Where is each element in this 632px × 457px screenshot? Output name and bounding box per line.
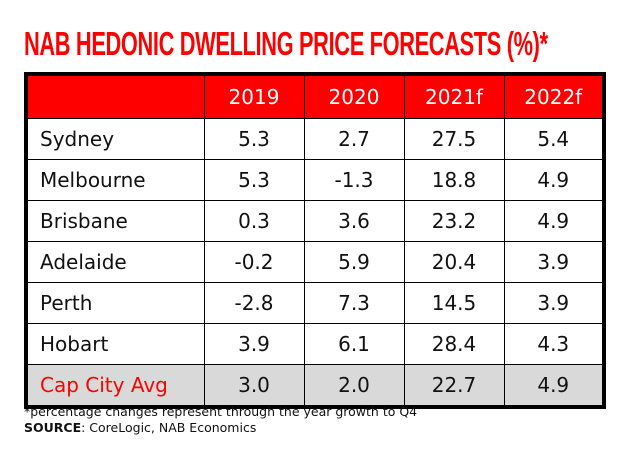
source-text: : CoreLogic, NAB Economics [81,420,257,435]
source-line: SOURCE: CoreLogic, NAB Economics [24,420,417,436]
value-cell: 0.3 [203,200,305,242]
value-cell: 5.9 [303,241,405,283]
city-name: Melbourne [25,159,205,201]
value-cell: 3.6 [303,200,405,242]
header-cell-2022f: 2022f [503,73,605,119]
average-label: Cap City Avg [25,364,205,408]
notes: *percentage changes represent through th… [24,404,417,436]
value-cell: 4.9 [503,200,605,242]
value-cell: 2.7 [303,118,405,160]
forecast-table: 2019 2020 2021f 2022f Sydney 5.3 2.7 27.… [24,72,606,409]
header-cell-2020: 2020 [303,73,405,119]
city-name: Hobart [25,323,205,365]
city-name: Sydney [25,118,205,160]
value-cell: -0.2 [203,241,305,283]
city-name: Perth [25,282,205,324]
value-cell: 6.1 [303,323,405,365]
average-value-cell: 22.7 [403,364,505,408]
value-cell: 5.4 [503,118,605,160]
value-cell: 4.3 [503,323,605,365]
value-cell: 7.3 [303,282,405,324]
value-cell: 5.3 [203,159,305,201]
header-cell-2019: 2019 [203,73,305,119]
city-name: Adelaide [25,241,205,283]
value-cell: 14.5 [403,282,505,324]
value-cell: 18.8 [403,159,505,201]
table-row: Brisbane 0.3 3.6 23.2 4.9 [25,200,605,242]
value-cell: -1.3 [303,159,405,201]
header-row: 2019 2020 2021f 2022f [25,73,605,119]
value-cell: 4.9 [503,159,605,201]
average-row: Cap City Avg 3.0 2.0 22.7 4.9 [25,364,605,408]
value-cell: 27.5 [403,118,505,160]
average-value-cell: 2.0 [303,364,405,408]
table-row: Melbourne 5.3 -1.3 18.8 4.9 [25,159,605,201]
value-cell: 20.4 [403,241,505,283]
average-value-cell: 4.9 [503,364,605,408]
table-row: Sydney 5.3 2.7 27.5 5.4 [25,118,605,160]
table-row: Adelaide -0.2 5.9 20.4 3.9 [25,241,605,283]
footnote: *percentage changes represent through th… [24,404,418,419]
table-row: Hobart 3.9 6.1 28.4 4.3 [25,323,605,365]
value-cell: 23.2 [403,200,505,242]
page-title: NAB HEDONIC DWELLING PRICE FORECASTS (%)… [24,25,548,62]
value-cell: 3.9 [203,323,305,365]
value-cell: -2.8 [203,282,305,324]
average-value-cell: 3.0 [203,364,305,408]
value-cell: 28.4 [403,323,505,365]
header-cell-city [25,73,205,119]
city-name: Brisbane [25,200,205,242]
header-cell-2021f: 2021f [403,73,505,119]
value-cell: 3.9 [503,282,605,324]
value-cell: 5.3 [203,118,305,160]
value-cell: 3.9 [503,241,605,283]
source-label: SOURCE [24,420,82,435]
table-row: Perth -2.8 7.3 14.5 3.9 [25,282,605,324]
